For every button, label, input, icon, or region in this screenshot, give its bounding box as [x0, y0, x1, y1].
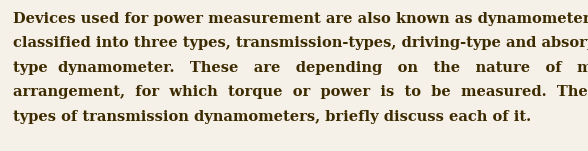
Text: type  dynamometer.   These   are   depending   on   the   nature   of   machine: type dynamometer. These are depending on… — [13, 61, 588, 75]
Text: types of transmission dynamometers, briefly discuss each of it.: types of transmission dynamometers, brie… — [13, 110, 531, 124]
Text: classified into three types, transmission-types, driving-type and absorption-: classified into three types, transmissio… — [13, 37, 588, 50]
Text: arrangement,  for  which  torque  or  power  is  to  be  measured.  There  are  : arrangement, for which torque or power i… — [13, 85, 588, 100]
Text: Devices used for power measurement are also known as dynamometers and: Devices used for power measurement are a… — [13, 12, 588, 26]
